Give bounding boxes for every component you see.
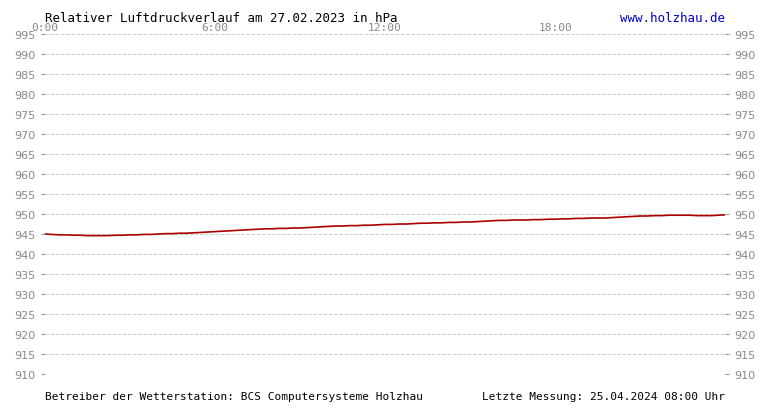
Text: www.holzhau.de: www.holzhau.de (621, 12, 725, 25)
Text: Relativer Luftdruckverlauf am 27.02.2023 in hPa: Relativer Luftdruckverlauf am 27.02.2023… (45, 12, 397, 25)
Text: Letzte Messung: 25.04.2024 08:00 Uhr: Letzte Messung: 25.04.2024 08:00 Uhr (482, 391, 725, 401)
Text: Betreiber der Wetterstation: BCS Computersysteme Holzhau: Betreiber der Wetterstation: BCS Compute… (45, 391, 423, 401)
